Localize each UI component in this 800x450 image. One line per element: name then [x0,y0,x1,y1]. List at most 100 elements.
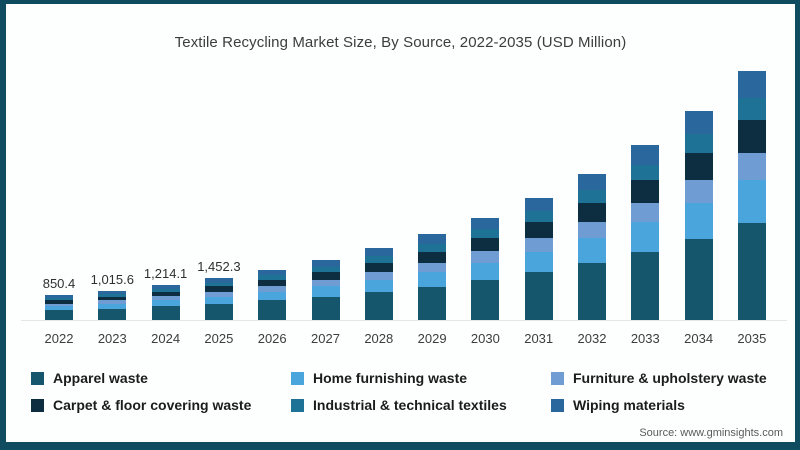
bar-segment-4 [471,228,500,239]
legend-item-2: Furniture & upholstery waste [551,370,786,386]
x-tick-label-2025: 2025 [204,331,234,346]
bar-segment-4 [45,298,73,301]
bar-segment-2 [631,203,660,223]
bar-segment-5 [98,290,127,294]
bar-segment-0 [418,286,447,320]
bar-value-label-2025: 1,452.3 [197,259,241,274]
bar-segment-4 [684,134,713,153]
bar-segment-1 [684,203,713,239]
bar-value-label-2022: 850.4 [42,276,76,292]
x-tick-label-2026: 2026 [257,331,287,346]
bar-segment-0 [471,280,500,320]
bar-segment-0 [524,272,553,320]
bar-segment-2 [524,238,553,252]
legend-swatch-icon [31,398,44,412]
bar-segment-5 [45,295,73,299]
bar-segment-5 [471,217,500,229]
bar-segment-0 [684,238,713,320]
bar-segment-1 [151,300,180,307]
bar-segment-3 [524,222,553,239]
bar-segment-4 [311,266,340,273]
x-tick-label-2034: 2034 [684,331,714,346]
x-tick-label-2027: 2027 [311,331,340,346]
x-tick-label-2023: 2023 [97,331,127,346]
bar-segment-4 [364,256,393,263]
legend-item-4: Industrial & technical textiles [291,397,551,413]
bar-2022 [45,295,73,320]
bar-segment-1 [45,306,73,311]
legend: Apparel waste Home furnishing waste Furnit… [31,370,786,413]
bar-segment-0 [151,306,180,320]
bar-segment-1 [578,238,606,263]
legend-label: Home furnishing waste [313,370,468,386]
bar-segment-0 [737,222,766,320]
legend-label: Carpet & floor covering waste [53,397,252,413]
bar-segment-5 [311,260,340,267]
bar-segment-4 [578,189,606,204]
legend-swatch-icon [551,398,564,412]
bar-segment-5 [364,248,393,257]
plot-area: 850.4 1,015.6 1,214.1 1,452.3 [31,70,781,320]
bar-segment-5 [737,70,766,99]
bar-segment-3 [151,291,180,297]
bar-segment-3 [471,238,500,252]
bar-segment-4 [98,293,127,297]
bar-segment-5 [204,278,233,283]
x-tick-label-2029: 2029 [417,331,447,346]
bar-segment-4 [204,282,233,287]
bar-segment-4 [631,164,660,181]
bar-segment-1 [98,303,127,309]
x-tick-label-2035: 2035 [737,331,767,346]
bar-segment-2 [151,296,180,301]
bar-segment-2 [578,222,606,239]
bar-segment-5 [258,269,287,276]
bar-segment-2 [204,291,233,297]
bar-segment-0 [364,292,393,320]
legend-label: Wiping materials [573,397,685,413]
bar-segment-1 [737,180,766,223]
bar-segment-3 [631,180,660,203]
bar-segment-1 [364,279,393,293]
bar-segment-5 [151,284,180,289]
x-tick-label-2028: 2028 [364,331,394,346]
bar-segment-4 [737,98,766,121]
bar-segment-2 [418,262,447,273]
bar-segment-0 [578,263,606,320]
bar-segment-4 [524,211,553,223]
legend-item-1: Home furnishing waste [291,370,551,386]
legend-swatch-icon [291,371,304,385]
source-note: Source: www.gminsights.com [639,427,783,439]
bar-segment-0 [45,310,73,320]
bar-2025 [204,278,233,320]
bar-2033 [631,145,660,320]
bar-segment-4 [151,288,180,292]
bar-segment-2 [98,300,127,304]
legend-item-3: Carpet & floor covering waste [31,397,291,413]
legend-label: Apparel waste [53,370,148,386]
bar-segment-3 [204,286,233,292]
bar-segment-3 [418,251,447,263]
bar-segment-1 [471,262,500,281]
bar-segment-0 [631,251,660,320]
legend-swatch-icon [551,371,564,385]
bar-segment-2 [258,286,287,292]
bar-segment-3 [684,152,713,181]
legend-item-5: Wiping materials [551,397,786,413]
bar-2032 [578,173,606,320]
bar-2023 [98,290,127,320]
bar-value-label-2024: 1,214.1 [143,265,188,281]
bar-segment-3 [258,279,287,287]
bar-2024 [151,284,180,320]
bar-2029 [418,234,447,320]
bar-segment-0 [311,296,340,320]
bar-segment-5 [418,234,447,244]
x-tick-label-2024: 2024 [151,331,181,346]
legend-item-0: Apparel waste [31,370,291,386]
bar-2028 [364,248,393,320]
bar-segment-3 [45,300,73,304]
bar-segment-2 [737,152,766,181]
legend-swatch-icon [291,398,304,412]
x-axis-line [21,320,787,321]
bar-segment-0 [258,300,287,320]
